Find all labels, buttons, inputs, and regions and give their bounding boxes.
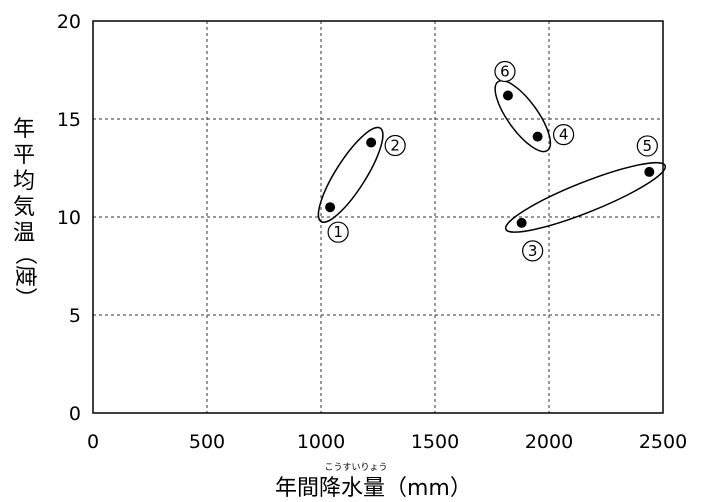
x-tick-label: 500 — [189, 431, 225, 453]
x-axis-title-main: 年間降水量 — [275, 476, 385, 501]
x-axis-furigana: こうすいりょう — [324, 462, 387, 473]
x-tick-label: 2000 — [525, 431, 573, 453]
group-ellipse — [494, 79, 552, 153]
group-ellipse — [504, 161, 667, 233]
y-tick-labels: 0 5 10 15 20 — [57, 11, 81, 425]
y-axis-char-4: 気 — [13, 195, 35, 220]
data-point — [502, 90, 513, 101]
y-tick-label: 15 — [57, 109, 81, 131]
x-axis-title-unit: （mm） — [385, 476, 472, 501]
point-label-circle — [494, 60, 516, 83]
point-label: 3 — [528, 242, 538, 260]
group-ellipse — [317, 126, 384, 223]
x-axis-title: こうすいりょう 年間降水量 （mm） — [275, 462, 472, 501]
y-axis-char-3: 均 — [13, 169, 35, 194]
y-axis-char-1: 年 — [13, 117, 35, 142]
point-label: 1 — [333, 223, 343, 241]
data-point — [644, 166, 655, 177]
x-tick-label: 1500 — [411, 431, 459, 453]
data-points — [325, 90, 655, 228]
x-tick-label: 0 — [87, 431, 99, 453]
y-tick-label: 5 — [69, 305, 81, 327]
grid-lines — [93, 21, 663, 413]
y-tick-label: 0 — [69, 403, 81, 425]
point-label: 5 — [643, 137, 653, 155]
y-axis-char-2: 平 — [13, 143, 35, 168]
plot-frame — [92, 20, 664, 414]
group-ellipses — [317, 79, 667, 233]
point-label: 4 — [559, 126, 569, 144]
y-tick-label: 10 — [57, 207, 81, 229]
data-point — [516, 217, 527, 228]
point-label-circle — [552, 124, 575, 146]
point-label-circle — [384, 134, 406, 157]
point-label: 6 — [500, 62, 510, 80]
y-axis-title: 年 平 均 気 温 （度） — [12, 117, 37, 309]
data-point — [366, 137, 377, 148]
x-tick-label: 1000 — [297, 431, 345, 453]
point-label: 2 — [390, 137, 400, 155]
data-point — [325, 202, 336, 213]
y-tick-label: 20 — [57, 11, 81, 33]
x-tick-label: 2500 — [639, 431, 687, 453]
point-label-circle — [327, 221, 349, 243]
point-label-circle — [636, 135, 658, 157]
point-label-circle — [522, 240, 544, 262]
y-axis-unit: （度） — [12, 243, 37, 309]
y-axis-char-5: 温 — [13, 221, 35, 246]
point-labels: 1 2 3 4 5 6 — [327, 60, 658, 262]
x-tick-labels: 0 500 1000 1500 2000 2500 — [87, 431, 687, 453]
data-point — [532, 131, 543, 142]
